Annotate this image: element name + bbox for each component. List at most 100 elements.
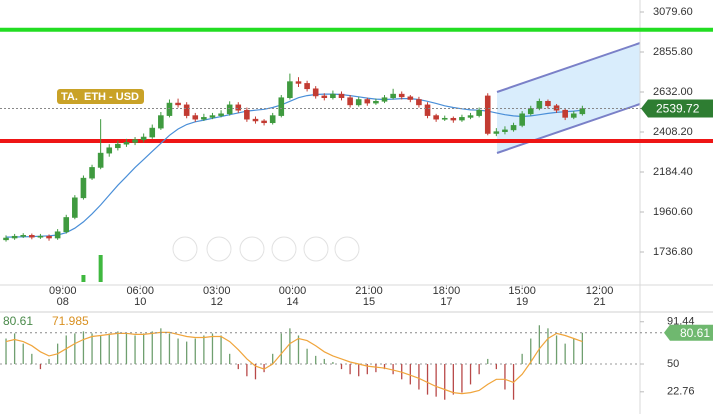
candle-body	[398, 93, 405, 98]
candle-body	[218, 113, 224, 116]
nav-button[interactable]	[239, 236, 265, 262]
nav-buttons[interactable]	[172, 236, 360, 262]
x-tick-label: 12:00	[586, 285, 614, 297]
candle-body	[493, 131, 500, 134]
candle-body	[510, 125, 517, 131]
channel-fill	[497, 43, 640, 153]
candle-body	[89, 167, 95, 179]
candle-body	[201, 117, 207, 120]
candle-body	[183, 104, 190, 116]
candle-body	[123, 142, 130, 145]
indicator-badge	[664, 324, 713, 341]
candle-body	[63, 217, 70, 233]
y-tick-label: 1736.80	[653, 246, 693, 258]
x-tick-date: 17	[440, 296, 452, 308]
candle-body	[527, 108, 534, 115]
candle-body	[97, 152, 104, 168]
candle-body	[149, 127, 156, 138]
x-tick-date: 15	[363, 296, 375, 308]
indicator-tick-label: 22.76	[667, 386, 695, 398]
candle-body	[373, 100, 379, 104]
x-tick-date: 08	[57, 296, 69, 308]
candle-body	[330, 93, 336, 99]
candle-body	[29, 235, 35, 238]
candle-body	[579, 108, 586, 115]
candle-body	[11, 235, 18, 239]
x-tick-label: 00:00	[279, 285, 307, 297]
nav-button[interactable]	[206, 236, 232, 262]
candle-body	[484, 95, 491, 134]
candle-body	[261, 120, 267, 124]
volume-bar	[98, 255, 103, 282]
candle-body	[37, 235, 44, 238]
channel-bottom	[496, 103, 641, 154]
indicator-badge-label: 80.61	[680, 326, 710, 340]
candle-body	[381, 97, 388, 102]
x-tick-date: 12	[211, 296, 223, 308]
candle-body	[46, 235, 52, 239]
y-tick-label: 1960.60	[653, 206, 693, 218]
signal-line	[5, 331, 583, 395]
candle-body	[115, 143, 121, 149]
indicator-tick-label: 50	[667, 358, 679, 370]
volume-bar	[81, 275, 86, 282]
candle-body	[235, 104, 242, 111]
y-tick-label: 2632.00	[653, 86, 693, 98]
candle-body	[407, 96, 414, 100]
candle-body	[312, 88, 319, 97]
candle-body	[244, 109, 250, 120]
candle-body	[424, 104, 431, 116]
signal-value: 71.985	[52, 314, 89, 328]
nav-button[interactable]	[271, 236, 297, 262]
x-tick-date: 10	[134, 296, 146, 308]
candle-body	[364, 99, 371, 104]
candle-body	[441, 117, 448, 120]
x-tick-label: 03:00	[203, 285, 231, 297]
candle-body	[20, 235, 27, 237]
x-tick-label: 15:00	[508, 285, 536, 297]
candle-body	[226, 104, 233, 115]
candle-body	[570, 113, 577, 118]
candle-body	[80, 177, 87, 199]
nav-button[interactable]	[334, 236, 360, 262]
y-tick-label: 2408.20	[653, 126, 693, 138]
candle-body	[502, 129, 508, 132]
candle-body	[287, 81, 293, 99]
candle-body	[54, 231, 61, 239]
y-tick-label: 2184.40	[653, 166, 693, 178]
channel-top	[496, 42, 641, 93]
nav-button[interactable]	[172, 236, 198, 262]
candle-body	[252, 118, 259, 122]
candle-body	[459, 117, 465, 121]
candle-body	[192, 115, 199, 120]
nav-button[interactable]	[303, 236, 329, 262]
candle-body	[295, 81, 302, 84]
candle-body	[562, 109, 568, 118]
candle-body	[347, 97, 353, 106]
candle-body	[321, 95, 328, 99]
candle-body	[450, 117, 457, 121]
price-badge-label: 2539.72	[656, 102, 700, 116]
candle-body	[338, 93, 345, 99]
x-tick-date: 19	[516, 296, 528, 308]
candle-body	[390, 93, 396, 99]
candle-body	[304, 83, 310, 90]
candle-body	[416, 99, 422, 106]
candle-body	[536, 100, 543, 109]
y-tick-label: 3079.60	[653, 6, 693, 18]
candle-body	[3, 237, 9, 241]
price-badge	[641, 99, 713, 118]
candle-body	[545, 100, 551, 107]
y-tick-label: 2855.80	[653, 46, 693, 58]
x-tick-label: 06:00	[126, 285, 154, 297]
candle-body	[519, 113, 525, 126]
x-tick-date: 21	[593, 296, 605, 308]
x-tick-label: 09:00	[49, 285, 77, 297]
candle-body	[209, 115, 216, 118]
candle-body	[433, 115, 439, 120]
candle-body	[72, 197, 78, 218]
indicator-value: 80.61	[3, 314, 33, 328]
x-tick-label: 18:00	[433, 285, 461, 297]
candle-body	[140, 136, 147, 141]
